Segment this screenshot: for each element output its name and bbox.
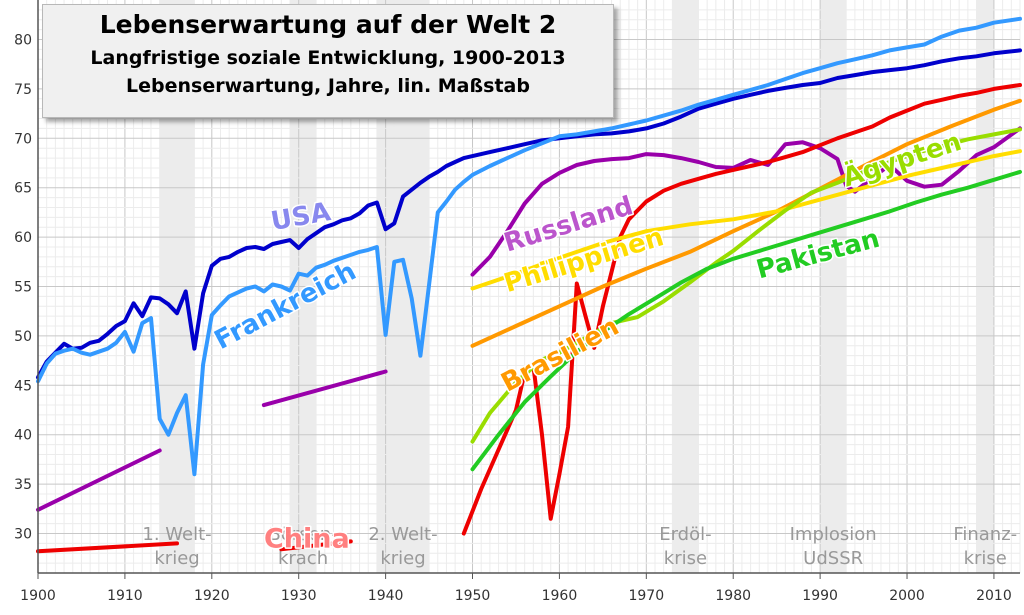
title-box: Lebenserwartung auf der Welt 2 Langfrist… <box>42 4 614 118</box>
chart-subtitle-2: Lebenserwartung, Jahre, lin. Maßstab <box>126 75 530 97</box>
series-line <box>261 369 388 408</box>
crisis-label: krach <box>278 548 328 569</box>
crisis-label: UdSSR <box>803 548 863 569</box>
crisis-label: krieg <box>380 548 425 569</box>
crisis-label: krieg <box>154 548 199 569</box>
series-label: China <box>264 523 350 554</box>
series-line <box>36 48 1022 380</box>
x-tick-label: 1900 <box>20 588 56 604</box>
crisis-labels: 1. Welt-krieg Börsen-krach 2. Welt-krieg Er… <box>142 524 1017 569</box>
x-tick-label: 2000 <box>889 588 925 604</box>
y-tick-label: 70 <box>14 131 32 147</box>
chart-subtitle: Langfristige soziale Entwicklung, 1900-2… <box>90 47 566 69</box>
series-lines <box>36 16 1022 554</box>
y-tick-label: 40 <box>14 428 32 444</box>
crisis-label: Erdöl- <box>659 524 711 545</box>
x-tick-label: 1940 <box>368 588 404 604</box>
crisis-label: Implosion <box>790 524 877 545</box>
series-line <box>470 127 1022 444</box>
x-tick-label: 1970 <box>628 588 664 604</box>
crisis-label: 2. Welt- <box>368 524 437 545</box>
series-line <box>461 83 1022 536</box>
y-tick-label: 30 <box>14 526 32 542</box>
chart-title: Lebenserwartung auf der Welt 2 <box>99 10 557 39</box>
crisis-label: krise <box>964 548 1007 569</box>
crisis-label: 1. Welt- <box>142 524 211 545</box>
series-line <box>470 98 1022 348</box>
x-tick-label: 1990 <box>802 588 838 604</box>
series-line <box>36 16 1022 477</box>
series-line <box>470 169 1022 472</box>
series-line <box>470 149 1022 291</box>
y-tick-label: 50 <box>14 329 32 345</box>
y-tick-label: 75 <box>14 82 32 98</box>
series-line <box>36 448 162 512</box>
y-tick-label: 35 <box>14 477 32 493</box>
x-tick-label: 1910 <box>107 588 143 604</box>
crisis-label: krise <box>664 548 707 569</box>
x-tick-label: 1960 <box>542 588 578 604</box>
x-tick-label: 1930 <box>281 588 317 604</box>
y-tick-label: 55 <box>14 280 32 296</box>
x-tick-label: 1920 <box>194 588 230 604</box>
y-tick-label: 60 <box>14 230 32 246</box>
series-line <box>470 126 1022 277</box>
x-tick-label: 1950 <box>455 588 491 604</box>
crisis-label: Finanz- <box>953 524 1017 545</box>
y-tick-label: 45 <box>14 378 32 394</box>
series-line <box>279 539 353 552</box>
axes: 1900 1910 1920 1930 1940 1950 1960 1970 1980 1990… <box>14 0 1020 604</box>
y-tick-label: 65 <box>14 181 32 197</box>
series-line <box>36 541 179 554</box>
crisis-label: Börsen- <box>268 524 337 545</box>
x-tick-label: 1980 <box>715 588 751 604</box>
x-tick-label: 2010 <box>976 588 1012 604</box>
y-tick-label: 80 <box>14 33 32 49</box>
